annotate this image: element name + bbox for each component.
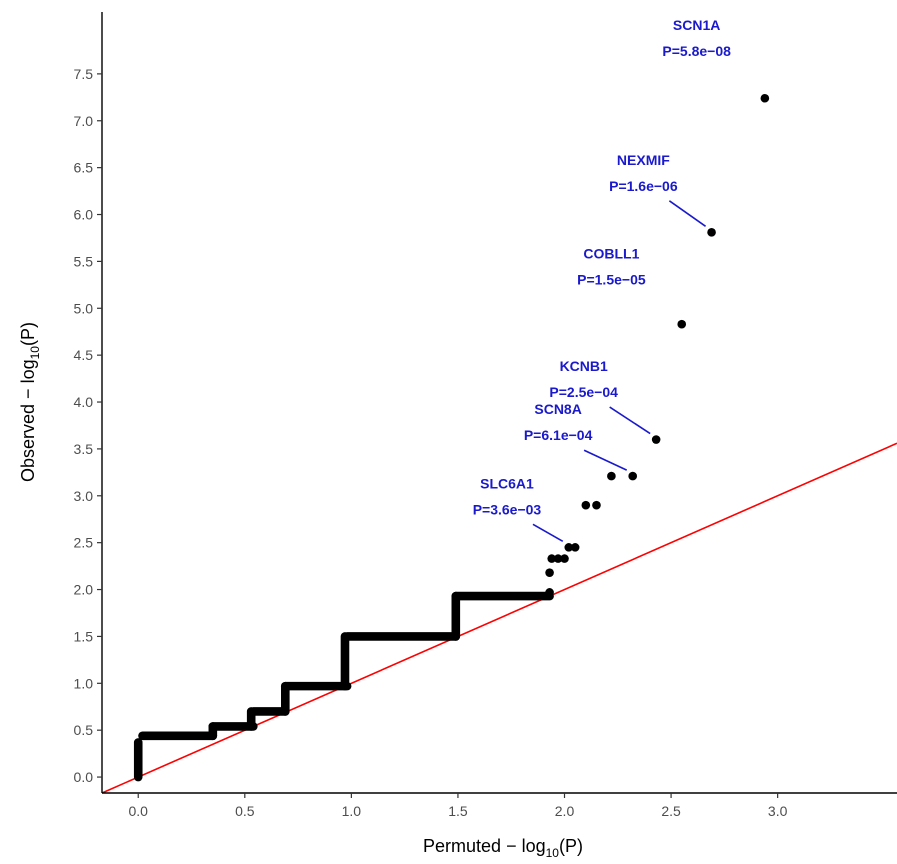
annotation-kcnb1: KCNB1 P=2.5e−04 <box>549 358 618 400</box>
annotation-cobll1: COBLL1 P=1.5e−05 <box>577 246 646 288</box>
y-tick-label-7: 3.5 <box>74 441 94 457</box>
data-point-12 <box>677 319 687 329</box>
y-tick-label-14: 7.0 <box>74 113 94 129</box>
y-tick-label-2: 1.0 <box>74 675 94 691</box>
data-point-13 <box>707 228 716 237</box>
x-tick-label-1: 0.5 <box>235 803 255 819</box>
annotation-p-value: P=1.6e−06 <box>609 178 678 194</box>
x-axis-title: Permuted − log10(P) <box>423 836 583 860</box>
annotation-gene-name: SLC6A1 <box>480 475 534 491</box>
x-tick-label-5: 2.5 <box>661 803 681 819</box>
annotation-gene-name: KCNB1 <box>560 358 608 374</box>
annotation-gene-name: SCN8A <box>534 401 581 417</box>
annotation-p-value: P=2.5e−04 <box>549 384 618 400</box>
data-point-8 <box>592 500 601 510</box>
data-point-7 <box>581 500 591 510</box>
x-tick-label-4: 2.0 <box>555 803 575 819</box>
x-tick-label-6: 3.0 <box>768 803 788 819</box>
y-tick-label-13: 6.5 <box>74 160 94 176</box>
annotation-nexmif: NEXMIF P=1.6e−06 <box>609 152 678 194</box>
y-tick-label-15: 7.5 <box>74 66 94 82</box>
y-tick-label-0: 0.0 <box>74 769 94 785</box>
annotation-gene-name: SCN1A <box>673 17 720 33</box>
reference-line-layer <box>101 442 897 794</box>
step-points-layer <box>133 591 554 782</box>
y-tick-label-4: 2.0 <box>74 582 94 598</box>
x-tick-label-0: 0.0 <box>128 803 148 819</box>
annotation-gene-name: NEXMIF <box>617 152 670 168</box>
data-point-2 <box>547 554 557 563</box>
data-point-10 <box>628 471 638 481</box>
annotation-p-value: P=1.5e−05 <box>577 272 646 288</box>
y-tick-label-9: 4.5 <box>74 347 94 363</box>
data-point-6 <box>570 543 580 552</box>
y-tick-label-12: 6.0 <box>74 207 94 223</box>
reference-line <box>101 442 897 794</box>
x-tick-label-2: 1.0 <box>342 803 362 819</box>
y-tick-label-1: 0.5 <box>74 722 94 738</box>
ticks-layer: 0.0 0.5 1.0 1.5 2.0 2.5 3.0 0.0 0.5 1.0 1.5 2.0 2.5 3… <box>74 66 788 819</box>
y-tick-label-10: 5.0 <box>74 300 94 316</box>
data-point-4 <box>560 554 569 563</box>
y-tick-label-8: 4.0 <box>74 394 94 410</box>
data-point-3 <box>553 554 563 563</box>
points-layer <box>545 93 770 597</box>
annotation-layer: SCN1A P=5.8e−08 NEXMIF P=1.6e−06 COBLL1 P=1.5… <box>473 17 731 543</box>
y-tick-label-11: 5.5 <box>74 253 94 269</box>
annotation-connector-scn8a <box>583 449 628 471</box>
data-point-1 <box>545 568 554 577</box>
annotation-p-value: P=6.1e−04 <box>524 427 593 443</box>
annotation-connector-nexmif <box>668 200 707 227</box>
annotation-connector-kcnb1 <box>609 406 651 435</box>
data-point-14 <box>760 93 770 103</box>
annotation-scn1a: SCN1A P=5.8e−08 <box>662 17 731 59</box>
annotation-gene-name: COBLL1 <box>583 246 639 262</box>
data-point-9 <box>607 471 616 481</box>
annotation-scn8a: SCN8A P=6.1e−04 <box>524 401 593 443</box>
annotation-p-value: P=3.6e−03 <box>473 501 542 517</box>
data-point-0 <box>545 588 554 597</box>
annotation-connector-slc6a1 <box>532 523 564 543</box>
annotation-p-value: P=5.8e−08 <box>662 43 731 59</box>
data-point-5 <box>564 543 574 552</box>
y-axis-title: Observed− log10(P) <box>18 322 42 482</box>
annotation-slc6a1: SLC6A1 P=3.6e−03 <box>473 475 542 517</box>
y-tick-label-6: 3.0 <box>74 488 94 504</box>
y-tick-label-5: 2.5 <box>74 535 94 551</box>
y-tick-label-3: 1.5 <box>74 628 94 644</box>
data-point-11 <box>651 435 661 444</box>
x-tick-label-3: 1.5 <box>448 803 468 819</box>
